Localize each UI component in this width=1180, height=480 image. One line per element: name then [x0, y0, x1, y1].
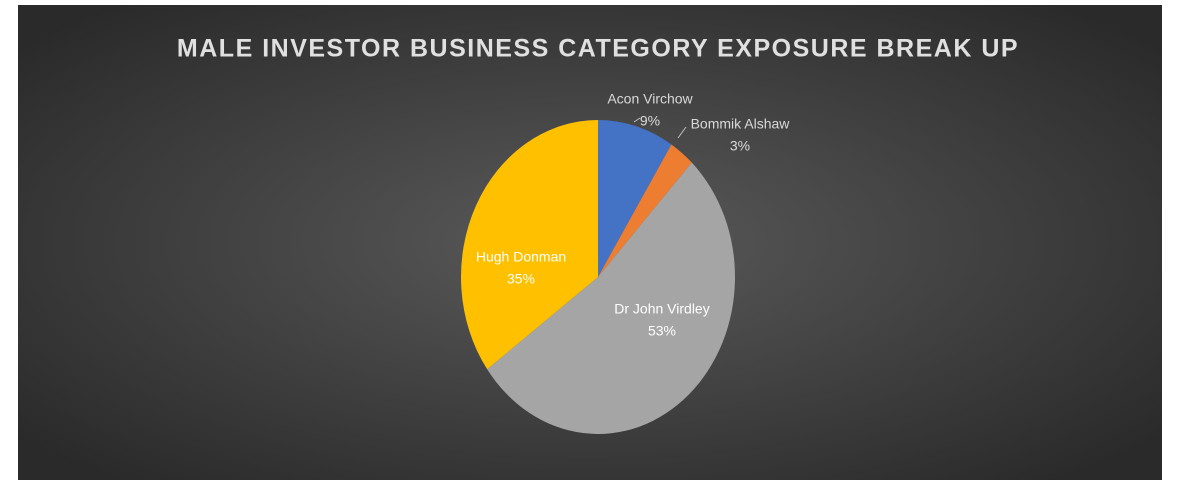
slice-label-name: Bommik Alshaw	[691, 116, 791, 132]
pie-slice	[598, 120, 672, 277]
leader-line	[677, 126, 687, 139]
leader-line	[633, 117, 641, 123]
data-labels: Acon Virchow 9% Bommik Alshaw 3% Dr John Vir…	[476, 91, 790, 339]
slice-label-value: 53%	[648, 323, 676, 339]
slice-label-name: Hugh Donman	[476, 249, 566, 265]
pie-slice	[460, 120, 598, 370]
slice-label-name: Dr John Virdley	[614, 301, 709, 317]
chart-title: MALE INVESTOR BUSINESS CATEGORY EXPOSURE…	[177, 35, 1019, 63]
pie	[460, 120, 736, 435]
slice-label-value: 35%	[507, 271, 535, 287]
slice-label-value: 9%	[640, 113, 660, 129]
pie-slice	[487, 162, 736, 435]
pie-slice	[598, 144, 692, 277]
slice-label-name: Acon Virchow	[607, 91, 693, 107]
slice-label-value: 3%	[730, 138, 750, 154]
